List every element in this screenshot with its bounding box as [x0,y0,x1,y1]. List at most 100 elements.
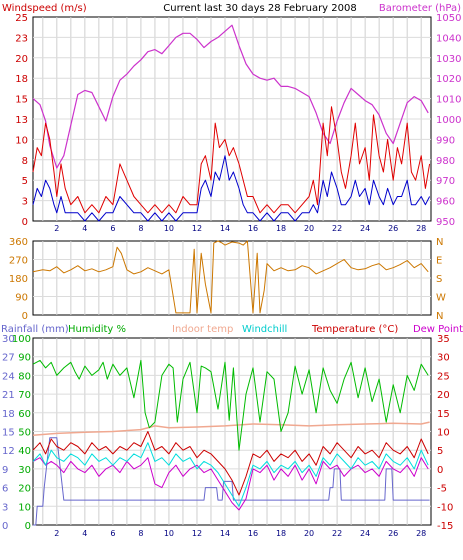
windspeed-tick-label: 13 [15,115,28,126]
panel-direction-series [32,240,429,314]
barometer-tick-label: 990 [436,135,455,146]
humidity-tick-label: 40 [18,446,31,457]
temperature-tick-label: 35 [437,334,450,345]
windspeed-tick-label: 18 [15,74,28,85]
windspeed-tick-label: 25 [15,13,28,24]
rain-tick-label: 3 [2,502,8,513]
indoor-line [32,421,430,436]
x-tick-label: 22 [332,529,342,538]
legend-rainfall: Rainfall (mm) [1,324,69,335]
x-tick-label: 8 [138,529,143,538]
x-tick-label: 6 [110,529,115,538]
x-tick-label: 4 [82,224,87,233]
temperature-tick-label: 20 [437,390,450,401]
x-tick-label: 16 [248,224,258,233]
humidity-tick-label: 60 [18,409,31,420]
x-tick-label: 18 [276,224,286,233]
temperature-tick-label: 15 [437,409,450,420]
barometer-tick-label: 980 [436,156,455,167]
x-tick-label: 20 [304,529,314,538]
humidity-axis-ticks: 0 10 20 30 40 50 60 70 80 90 100 [12,334,31,532]
direction-tick-label: 90 [15,293,28,304]
x-tick-label: 16 [248,529,258,538]
direction-tick-label: 360 [9,237,28,248]
rainfall-line [33,437,430,526]
barometer-tick-label: 950 [436,217,455,228]
humidity-tick-label: 0 [25,521,31,532]
barometer-tick-label: 1040 [436,33,461,44]
humidity-tick-label: 90 [18,353,31,364]
barometer-tick-label: 1000 [436,115,461,126]
x-tick-label: 2 [54,224,59,233]
x-tick-label: 12 [192,529,202,538]
x-tick-label: 14 [220,529,230,538]
humidity-tick-label: 20 [18,484,31,495]
temperature-tick-label: 30 [437,353,450,364]
average-line [32,155,431,222]
x-tick-label: 26 [388,224,398,233]
rain-tick-label: 24 [2,371,15,382]
panel-wind-right-ticks: 950 960 970 980 990 1000 1010 1020 1030 1040 1050 [436,13,461,228]
direction-tick-label: 180 [9,274,28,285]
x-tick-label: 14 [220,224,230,233]
x-tick-label: 28 [416,529,426,538]
temperature-tick-label: -10 [437,502,453,513]
temperature-axis-ticks: -15 -10 -5 0 5 10 15 20 25 30 35 [437,334,453,532]
x-tick-label: 22 [332,224,342,233]
direction-tick-label: 270 [9,256,28,267]
rain-axis-ticks: 0 3 6 9 12 15 18 21 24 27 30 [2,334,15,532]
temperature-tick-label: 25 [437,371,450,382]
windspeed-axis-label: Windspeed (m/s) [2,3,87,14]
temperature-tick-label: 0 [437,465,443,476]
temperature-tick-label: 5 [437,446,443,457]
rain-tick-label: 15 [2,428,15,439]
windspeed-tick-label: 0 [22,217,28,228]
compass-tick-label: E [436,256,442,267]
rain-tick-label: 27 [2,353,15,364]
barometer-line [32,24,429,169]
panel-wind-grid [33,17,431,221]
compass-tick-label: N [436,311,443,322]
panel-wind: 0 3 5 8 10 13 15 18 20 23 25 950 960 970 980 990 1000 10… [2,3,461,233]
x-tick-label: 28 [416,224,426,233]
legend-temperature: Temperature (°C) [311,324,398,335]
windspeed-tick-label: 20 [15,54,28,65]
x-tick-label: 26 [388,529,398,538]
barometer-tick-label: 1050 [436,13,461,24]
humidity-tick-label: 100 [12,334,31,345]
x-tick-label: 8 [138,224,143,233]
windspeed-tick-label: 23 [15,33,28,44]
rain-tick-label: 6 [2,484,8,495]
barometer-axis-label: Barometer (hPa) [379,3,461,14]
windspeed-tick-label: 8 [22,156,28,167]
rain-tick-label: 18 [2,409,15,420]
x-tick-label: 20 [304,224,314,233]
legend-windchill: Windchill [242,324,287,335]
barometer-tick-label: 960 [436,197,455,208]
compass-tick-label: S [436,274,442,285]
x-tick-label: 6 [110,224,115,233]
x-tick-label: 18 [276,529,286,538]
rain-tick-label: 30 [2,334,15,345]
gust-line [32,106,431,214]
panel-direction-left-ticks: 0 90 180 270 360 [9,237,28,322]
temperature-tick-label: -5 [437,484,447,495]
legend-dew-point: Dew Point [413,324,463,335]
panel-direction-grid [33,241,431,315]
windchill-line [32,442,429,507]
compass-tick-label: N [436,237,443,248]
temperature-line [32,431,429,496]
temperature-tick-label: 10 [437,428,450,439]
windspeed-tick-label: 5 [22,176,28,187]
x-tick-label: 10 [164,529,174,538]
direction-tick-label: 0 [22,311,28,322]
x-tick-label: 24 [360,529,370,538]
x-tick-label: 12 [192,224,202,233]
direction-line [32,240,429,314]
humidity-line [32,359,429,451]
humidity-tick-label: 80 [18,371,31,382]
